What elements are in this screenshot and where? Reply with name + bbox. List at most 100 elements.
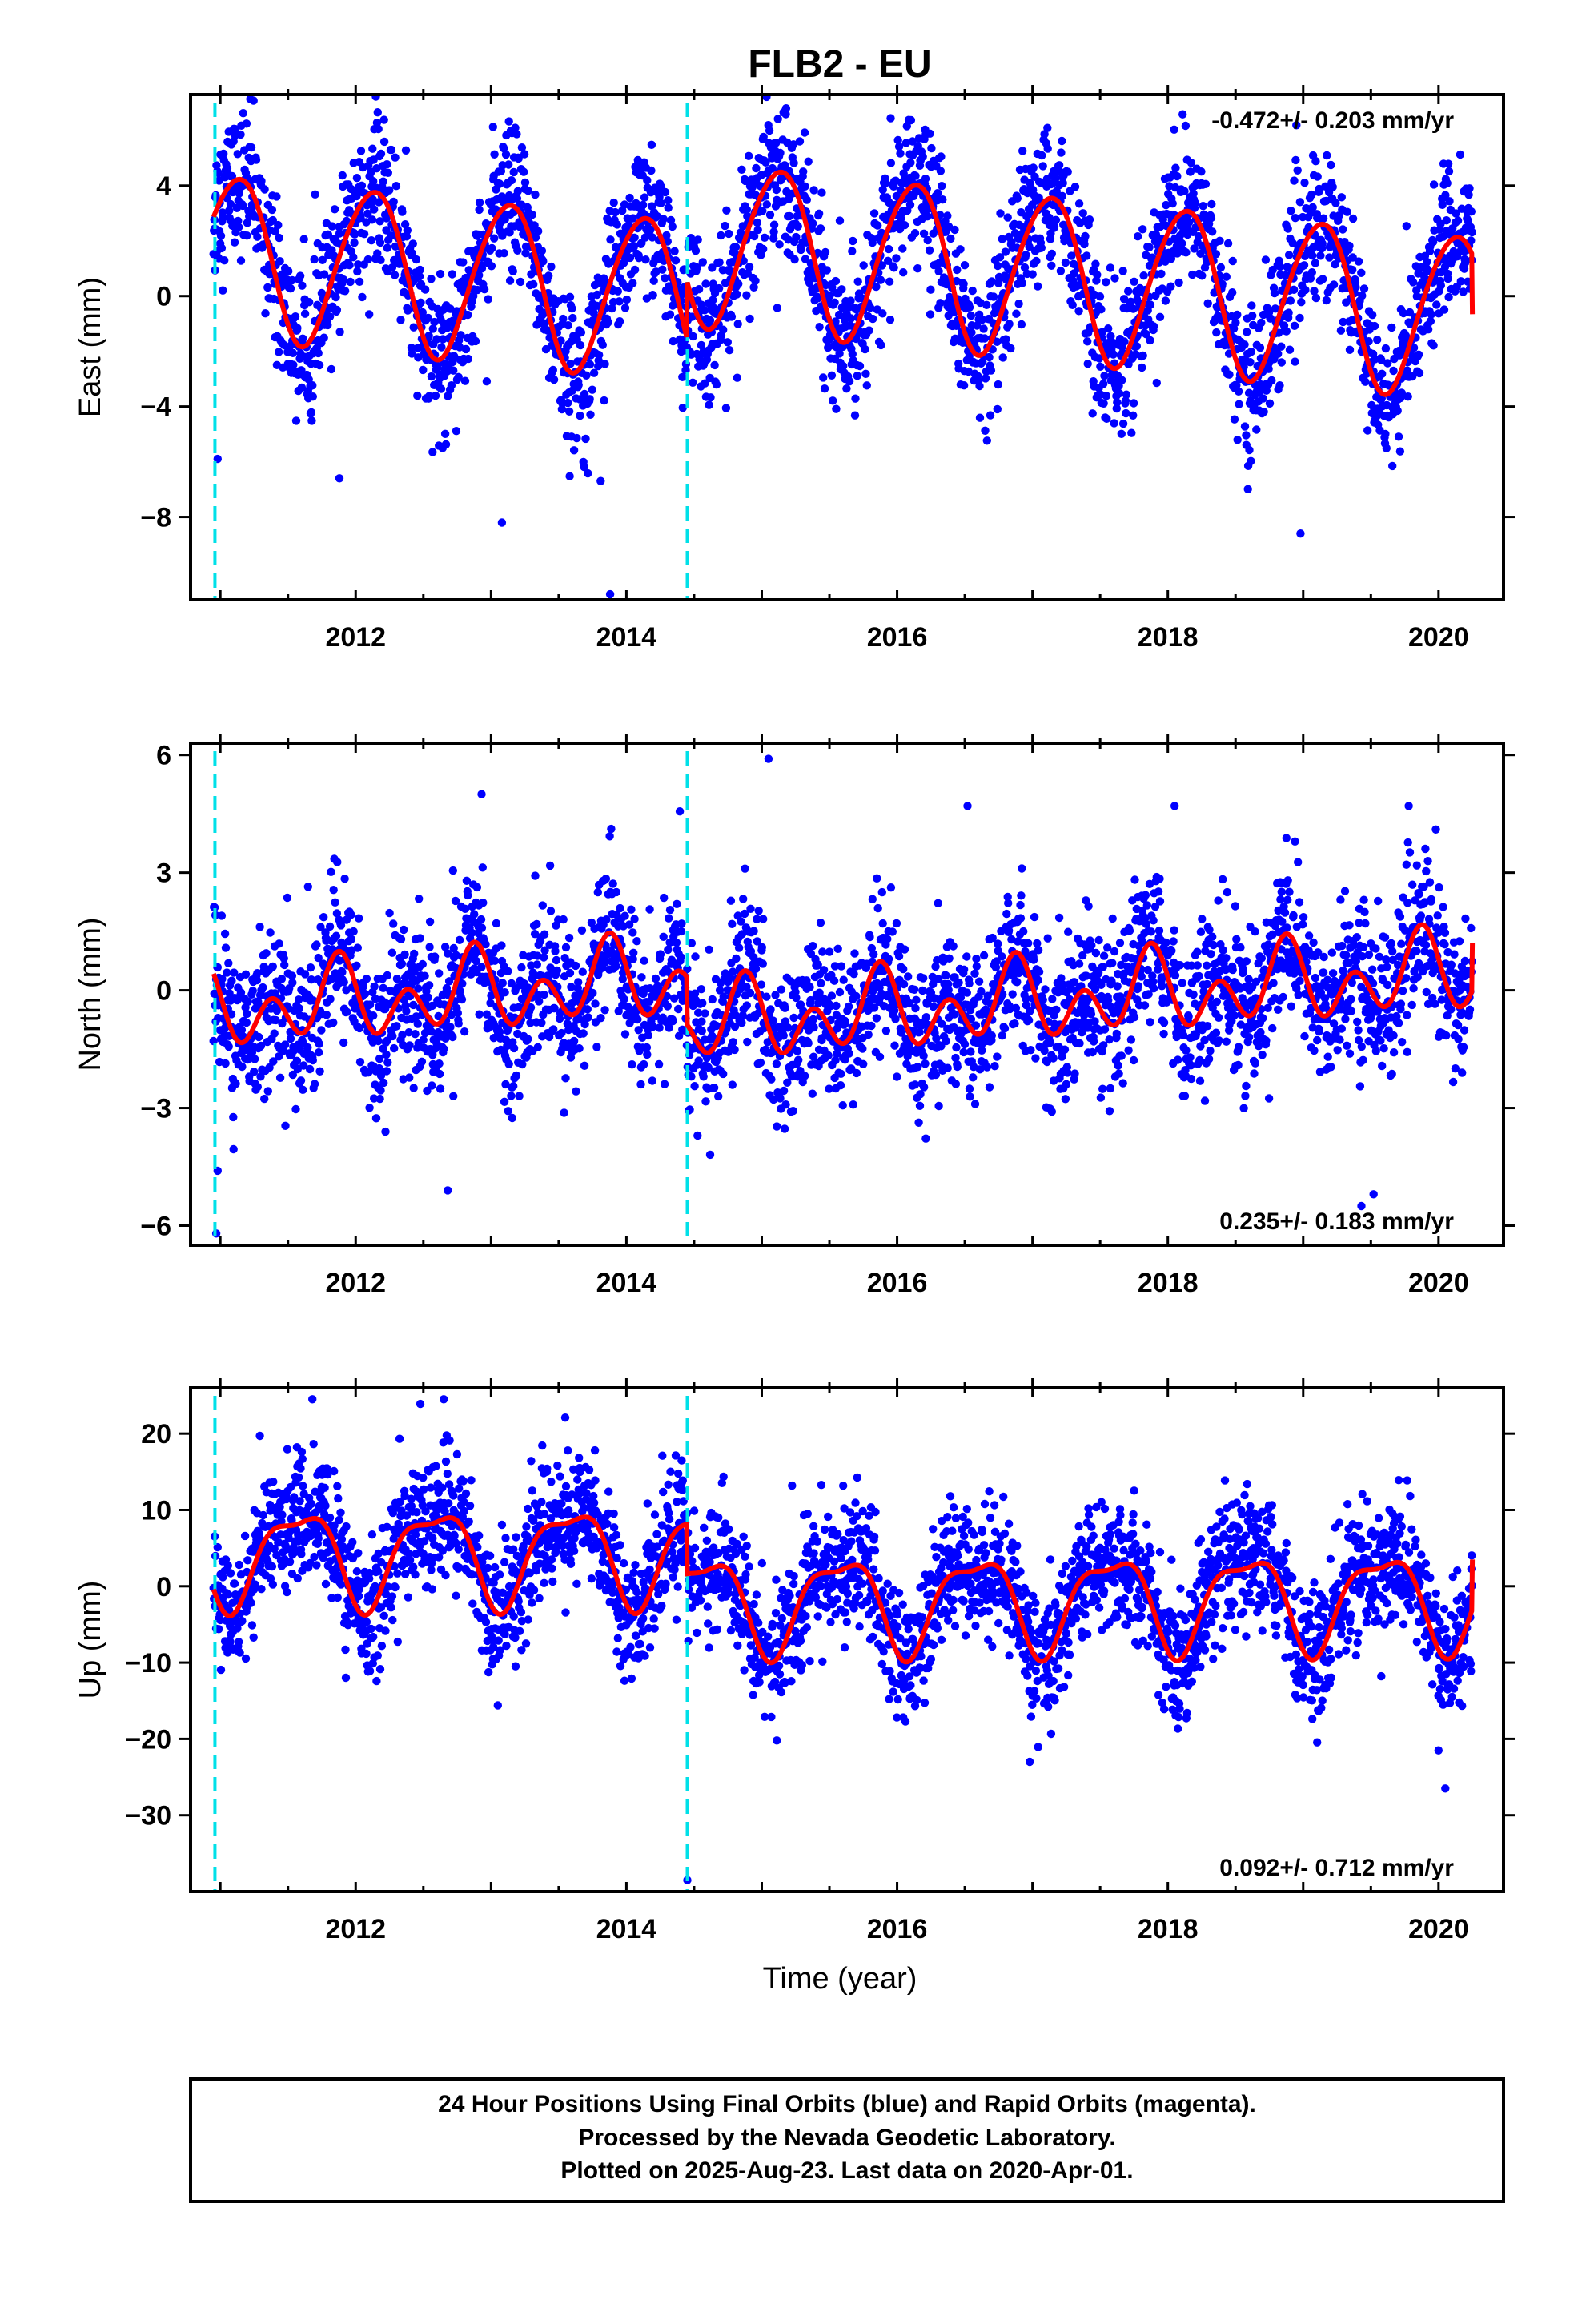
data-point	[392, 1022, 401, 1031]
data-point	[581, 434, 590, 444]
data-point	[520, 167, 528, 176]
data-point	[318, 255, 327, 264]
data-point	[1443, 274, 1452, 283]
data-point	[861, 369, 870, 378]
data-point	[661, 274, 669, 283]
data-point	[864, 1030, 873, 1039]
data-point	[894, 142, 904, 151]
data-point	[227, 171, 237, 181]
data-point	[271, 227, 280, 236]
data-point	[376, 1071, 386, 1080]
data-point	[799, 167, 808, 176]
data-point	[1247, 456, 1255, 465]
data-point	[410, 949, 419, 959]
data-point	[1464, 191, 1473, 199]
data-point	[1097, 305, 1106, 314]
data-point	[552, 966, 561, 975]
data-point	[721, 221, 729, 231]
data-point	[295, 1004, 303, 1013]
data-point	[789, 159, 798, 167]
data-point	[909, 985, 919, 995]
data-point	[263, 1087, 272, 1096]
data-point	[327, 222, 337, 231]
data-point	[982, 436, 992, 445]
data-point	[382, 1050, 391, 1059]
data-point	[505, 228, 514, 237]
data-point	[252, 975, 262, 985]
data-point	[960, 261, 970, 270]
data-point	[448, 270, 456, 279]
data-point	[1345, 345, 1355, 354]
data-point	[299, 235, 308, 243]
data-point	[1157, 269, 1166, 279]
data-point	[1047, 249, 1057, 259]
data-point	[753, 218, 761, 227]
data-point	[1109, 350, 1118, 359]
data-point	[878, 309, 887, 318]
data-point	[891, 1015, 900, 1023]
data-point	[817, 979, 825, 988]
data-point	[416, 298, 425, 307]
data-point	[549, 1025, 558, 1034]
data-point	[383, 243, 391, 252]
data-point	[1081, 231, 1090, 241]
data-point	[612, 220, 621, 229]
data-point	[1029, 163, 1038, 172]
data-point	[937, 152, 946, 161]
data-point	[1132, 342, 1142, 351]
data-point	[1138, 351, 1147, 360]
data-point	[743, 211, 752, 221]
data-point	[832, 1001, 841, 1011]
data-point	[580, 1061, 589, 1071]
data-point	[668, 222, 677, 231]
data-point	[1284, 251, 1294, 259]
data-point	[742, 205, 751, 214]
data-point	[723, 338, 732, 347]
data-point	[365, 310, 374, 319]
data-point	[838, 1101, 847, 1110]
data-point	[390, 271, 400, 279]
data-point	[1429, 341, 1438, 350]
data-point	[609, 198, 618, 207]
data-point	[1191, 199, 1200, 207]
data-point	[789, 1107, 797, 1116]
data-point	[1381, 429, 1390, 439]
data-point	[714, 283, 724, 293]
data-point	[1453, 216, 1463, 225]
data-point	[1286, 296, 1295, 305]
data-point	[830, 298, 839, 307]
data-point	[299, 1061, 308, 1070]
data-point	[758, 959, 767, 968]
data-point	[753, 937, 761, 946]
data-point	[1290, 176, 1299, 185]
data-point	[434, 1011, 443, 1021]
data-point	[897, 1028, 906, 1037]
data-point	[308, 392, 317, 401]
data-point	[1331, 199, 1340, 207]
data-point	[533, 1043, 542, 1052]
data-point	[479, 899, 488, 907]
data-point	[317, 1026, 326, 1035]
data-point	[719, 1069, 728, 1079]
data-point	[508, 1113, 516, 1123]
data-point	[408, 239, 417, 248]
data-point	[397, 959, 407, 968]
data-point	[355, 1023, 364, 1033]
data-point	[1308, 251, 1317, 260]
data-point	[288, 348, 297, 357]
data-point	[715, 258, 724, 267]
data-point	[226, 199, 235, 209]
data-point	[634, 1026, 643, 1035]
data-point	[789, 1013, 798, 1023]
data-point	[532, 960, 541, 969]
data-point	[911, 1003, 920, 1013]
data-point	[773, 1122, 781, 1131]
data-point	[746, 904, 755, 914]
data-point	[1389, 366, 1398, 376]
data-point	[869, 209, 879, 218]
data-point	[1339, 317, 1347, 327]
data-point	[477, 963, 486, 971]
data-point	[1146, 300, 1155, 309]
data-point	[865, 326, 873, 335]
data-point	[471, 336, 480, 346]
